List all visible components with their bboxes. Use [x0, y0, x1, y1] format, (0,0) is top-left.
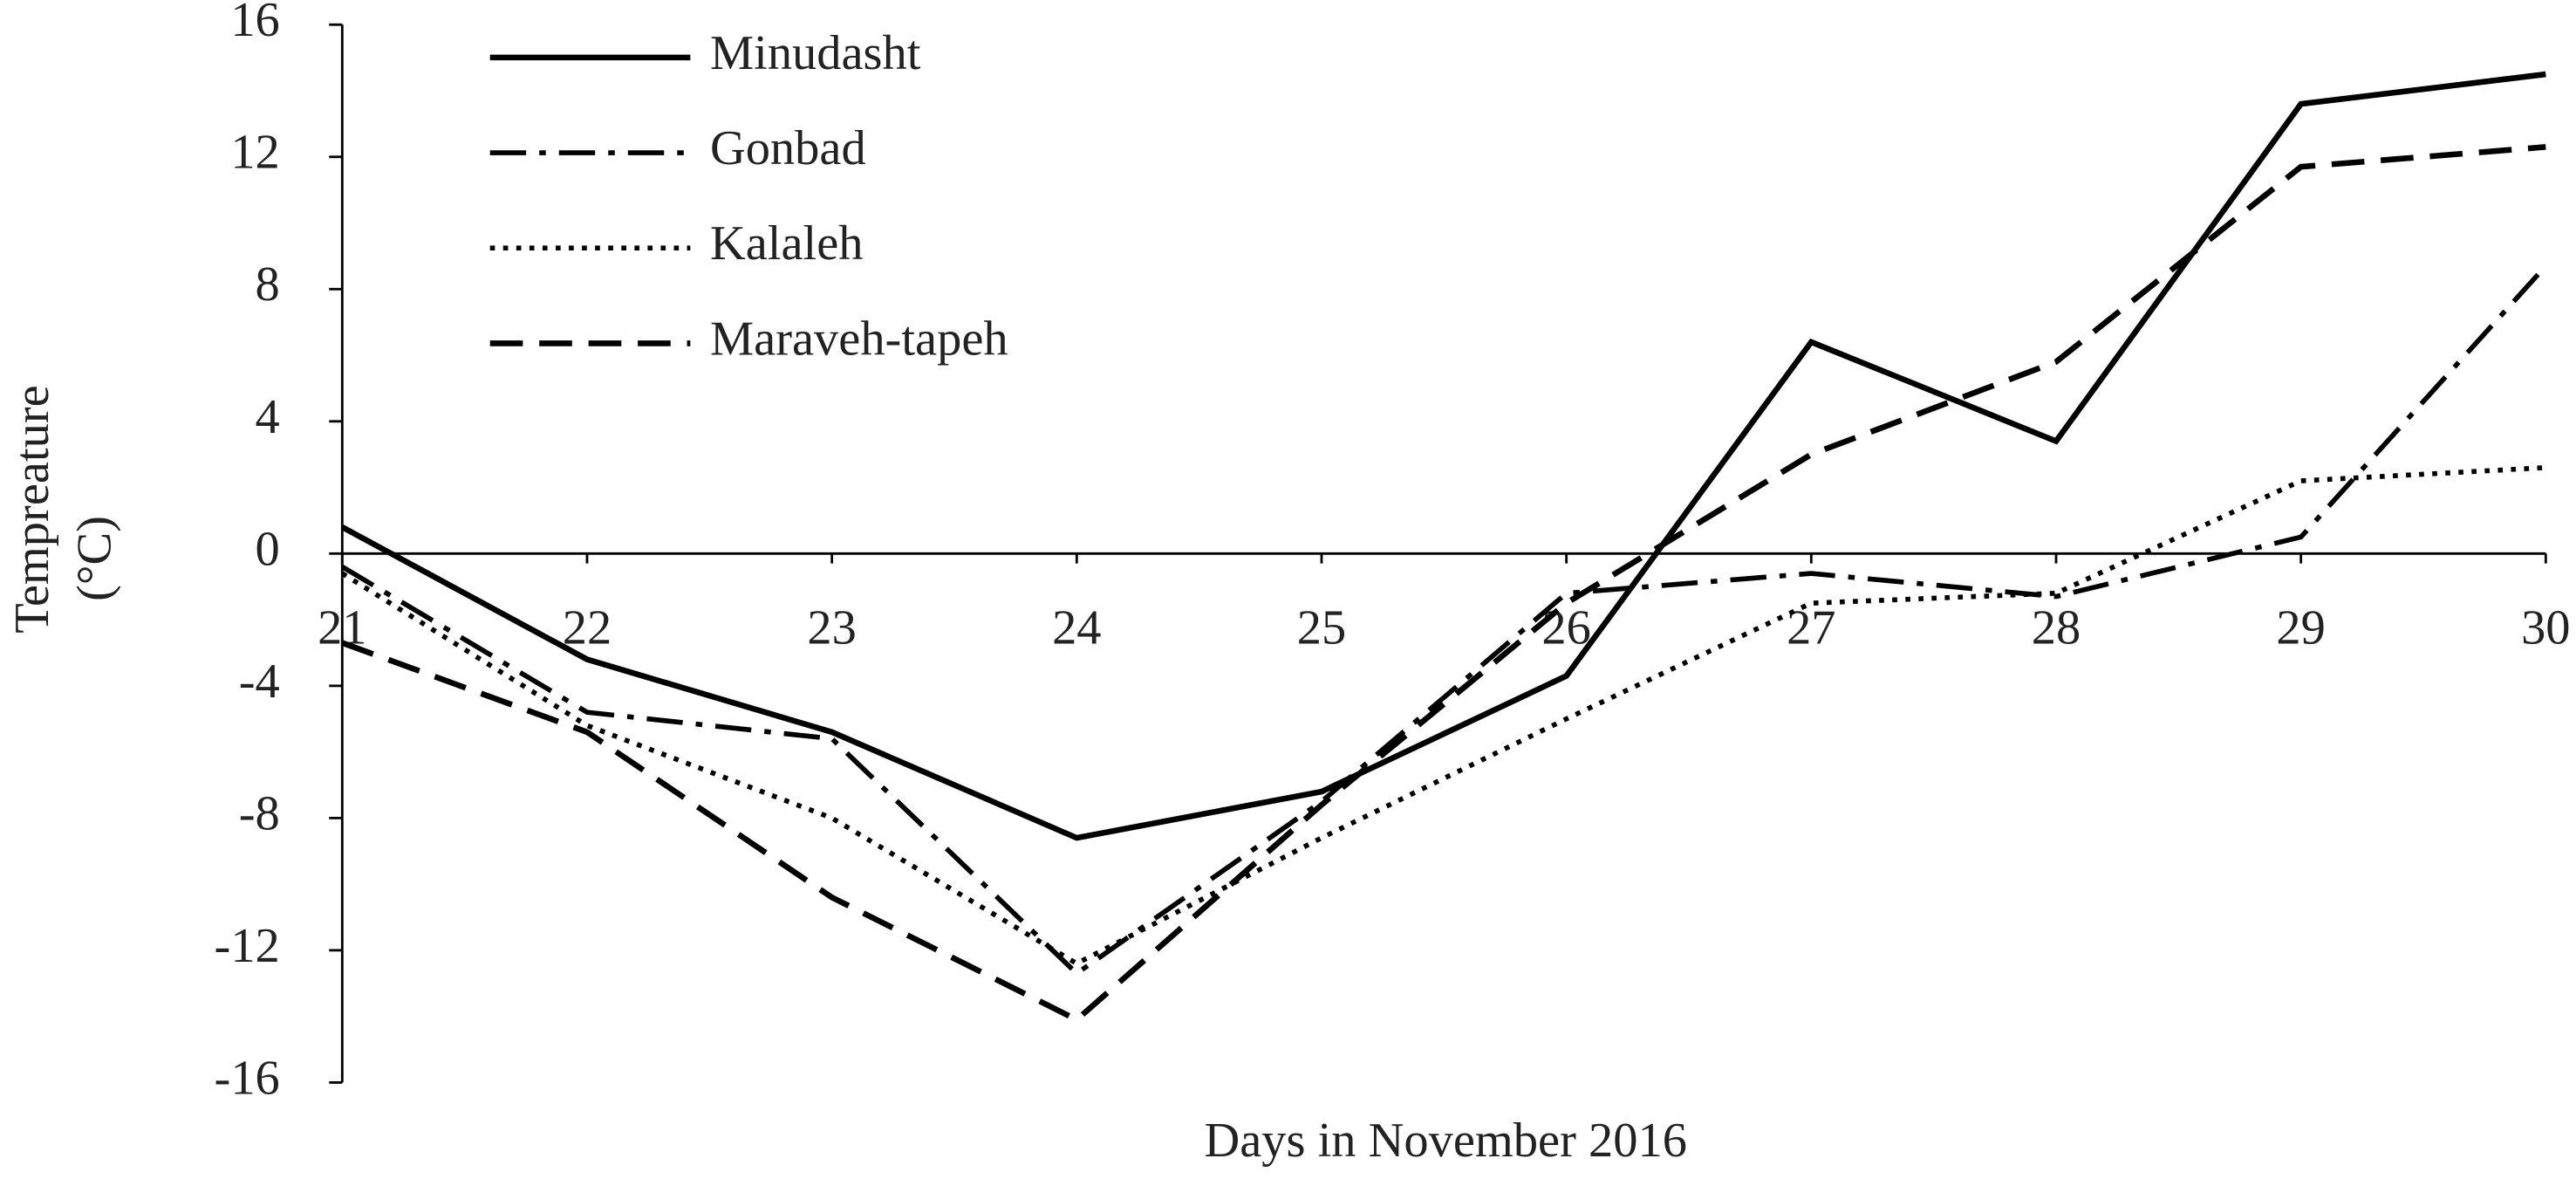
y-tick-label: 16 — [230, 0, 279, 47]
series-line — [340, 71, 2546, 841]
x-tick-label: 27 — [1787, 601, 1835, 655]
x-tick-label: 22 — [563, 601, 612, 655]
x-tick-label: 23 — [807, 601, 856, 655]
series-line — [341, 144, 2546, 1024]
y-tick-label: -16 — [215, 1051, 280, 1105]
y-tick-label: -8 — [239, 786, 280, 840]
series-line — [340, 264, 2548, 977]
y-tick-label: 8 — [256, 257, 280, 312]
legend-label: Gonbad — [710, 121, 866, 175]
legend-label: Kalaleh — [710, 216, 864, 271]
legend-label: Minudasht — [710, 26, 921, 80]
x-tick-label: 30 — [2521, 601, 2570, 655]
y-tick-label: -4 — [239, 655, 280, 709]
x-tick-label: 28 — [2032, 601, 2081, 655]
x-tick-label: 29 — [2276, 601, 2325, 655]
y-axis-label: Tempreature — [5, 385, 59, 633]
legend-label: Maraveh-tapeh — [710, 312, 1008, 366]
series-line — [340, 465, 2546, 967]
y-tick-label: 12 — [230, 126, 279, 180]
y-tick-label: 0 — [256, 522, 280, 576]
y-tick-label: 4 — [256, 390, 280, 444]
x-tick-label: 24 — [1052, 601, 1101, 655]
x-tick-label: 25 — [1297, 601, 1346, 655]
y-tick-label: -12 — [215, 919, 280, 973]
x-axis-label: Days in November 2016 — [1204, 1114, 1686, 1168]
y-axis-label: (°C) — [68, 516, 122, 601]
